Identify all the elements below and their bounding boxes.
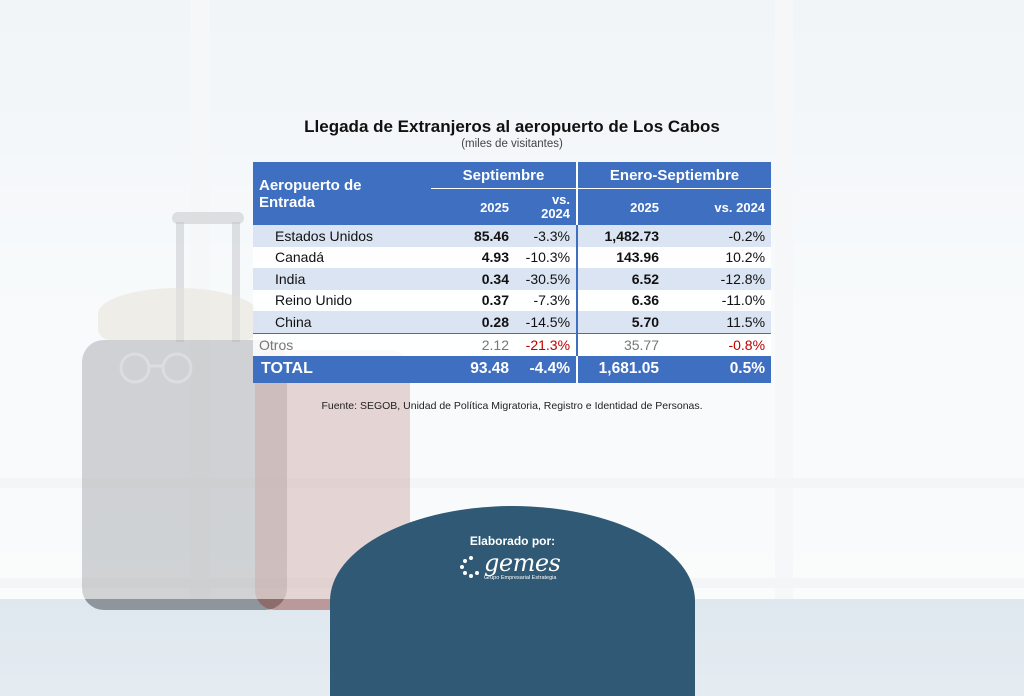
- sep-change: -14.5%: [515, 311, 578, 333]
- sep-change: -10.3%: [515, 246, 578, 268]
- sep-change: -7.3%: [515, 289, 578, 311]
- ytd-value: 143.96: [576, 246, 666, 268]
- logo-subtitle: Grupo Empresarial Estrategia: [484, 575, 557, 581]
- page-title: Llegada de Extranjeros al aeropuerto de …: [304, 117, 720, 136]
- table-row-total: TOTAL 93.48 -4.4% 1,681.05 0.5%: [253, 355, 772, 383]
- country-cell: Reino Unido: [253, 289, 431, 311]
- ytd-change: -0.2%: [665, 225, 772, 247]
- sep-value: 85.46: [431, 225, 515, 247]
- ytd-change: -12.8%: [665, 268, 772, 290]
- logo-text: gemes: [484, 549, 561, 577]
- header-sep-2025: 2025: [431, 188, 515, 225]
- header-jan-sep: Enero-Septiembre: [576, 162, 772, 189]
- header-sep-vs: vs. 2024: [515, 188, 578, 225]
- page-subtitle: (miles de visitantes): [461, 138, 563, 150]
- ytd-change: -0.8%: [665, 332, 772, 356]
- table-row: Canadá 4.93 -10.3% 143.96 10.2%: [253, 246, 772, 268]
- ytd-value: 6.52: [576, 268, 666, 290]
- country-cell: Otros: [253, 332, 431, 356]
- ytd-change: 11.5%: [665, 311, 772, 333]
- table-subheader-row: 2025 vs. 2024 2025 vs. 2024: [253, 188, 772, 225]
- header-ytd-2025: 2025: [576, 188, 666, 225]
- credit-label: Elaborado por:: [469, 534, 556, 548]
- sep-change: -30.5%: [515, 268, 578, 290]
- source-note: Fuente: SEGOB, Unidad de Política Migrat…: [321, 400, 703, 412]
- arrivals-table: Aeropuerto de Entrada Septiembre Enero-S…: [253, 162, 772, 383]
- country-cell: Estados Unidos: [253, 225, 431, 247]
- sep-value: 0.37: [431, 289, 515, 311]
- header-ytd-vs: vs. 2024: [665, 188, 772, 225]
- sep-value: 93.48: [431, 355, 515, 383]
- sep-value: 0.28: [431, 311, 515, 333]
- ytd-value: 6.36: [576, 289, 666, 311]
- ytd-value: 1,482.73: [576, 225, 666, 247]
- country-cell: Canadá: [253, 246, 431, 268]
- ytd-change: 0.5%: [665, 355, 772, 383]
- header-entry-airport: Aeropuerto de Entrada: [253, 162, 431, 225]
- table-row: India 0.34 -30.5% 6.52 -12.8%: [253, 268, 772, 290]
- sep-value: 0.34: [431, 268, 515, 290]
- ytd-change: -11.0%: [665, 289, 772, 311]
- country-cell: China: [253, 311, 431, 333]
- table-header-row: Aeropuerto de Entrada Septiembre Enero-S…: [253, 162, 772, 225]
- ytd-value: 1,681.05: [576, 355, 666, 383]
- ytd-value: 5.70: [576, 311, 666, 333]
- table-row-others: Otros 2.12 -21.3% 35.77 -0.8%: [253, 332, 772, 356]
- header-september: Septiembre: [431, 162, 578, 189]
- sep-value: 2.12: [431, 332, 515, 356]
- table-row: Reino Unido 0.37 -7.3% 6.36 -11.0%: [253, 289, 772, 311]
- table-row: China 0.28 -14.5% 5.70 11.5%: [253, 311, 772, 333]
- sep-value: 4.93: [431, 246, 515, 268]
- sep-change: -21.3%: [515, 332, 578, 356]
- ytd-value: 35.77: [576, 332, 666, 356]
- table-row: Estados Unidos 85.46 -3.3% 1,482.73 -0.2…: [253, 225, 772, 247]
- gemes-logo-icon: [460, 556, 479, 578]
- ytd-change: 10.2%: [665, 246, 772, 268]
- sep-change: -4.4%: [515, 355, 578, 383]
- country-cell: India: [253, 268, 431, 290]
- total-label: TOTAL: [253, 355, 431, 383]
- sep-change: -3.3%: [515, 225, 578, 247]
